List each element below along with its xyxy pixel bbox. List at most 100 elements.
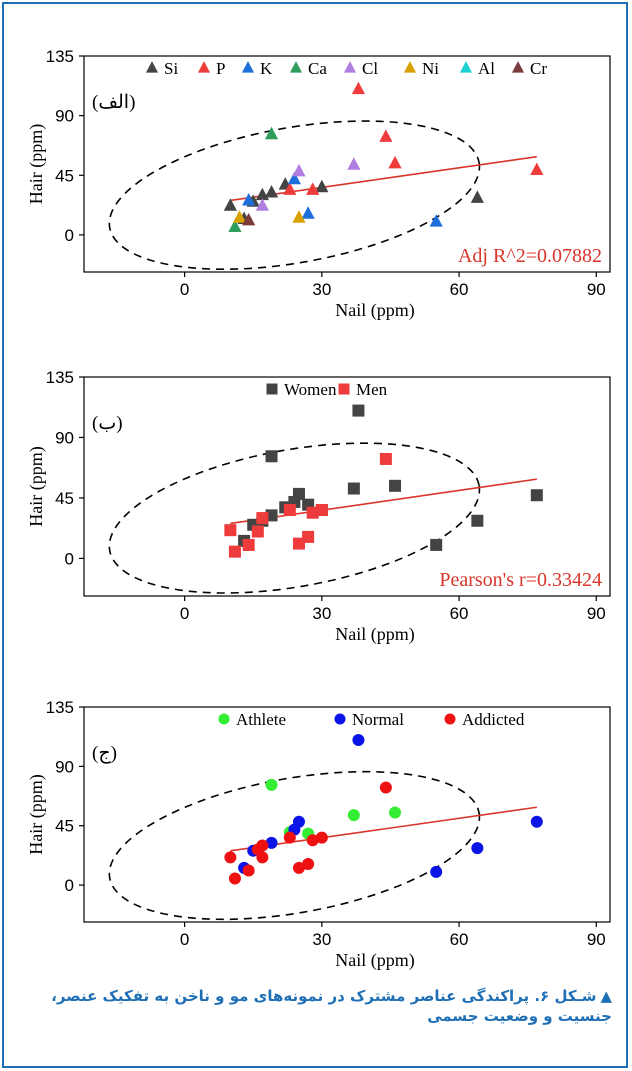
legend-label-cr: Cr bbox=[530, 59, 547, 78]
data-point-men bbox=[224, 524, 237, 537]
data-point-men bbox=[292, 537, 305, 550]
legend-label-al: Al bbox=[478, 59, 495, 78]
data-point-k bbox=[287, 171, 301, 185]
figure-caption: ▲شـکل ۶. پراکندگی عناصر مشترک در نمونه‌ه… bbox=[20, 986, 612, 1026]
data-point-normal bbox=[265, 836, 278, 849]
x-tick-label: 30 bbox=[312, 604, 331, 623]
data-point-women bbox=[430, 538, 443, 551]
chart-gender: 0 30 60 90 0 45 90 135 Nail (ppm) Hair (ppm) Women… bbox=[26, 368, 611, 645]
legend-marker-si bbox=[145, 61, 159, 73]
legend-label-k: K bbox=[260, 59, 273, 78]
y-tick-label: 135 bbox=[46, 368, 74, 387]
caption-marker-icon: ▲ bbox=[600, 987, 612, 1005]
y-tick-label: 45 bbox=[55, 166, 74, 185]
x-tick-label: 90 bbox=[587, 604, 606, 623]
legend-marker-ca bbox=[289, 61, 303, 73]
caption-text: شـکل ۶. پراکندگی عناصر مشترک در نمونه‌ها… bbox=[51, 987, 612, 1025]
data-point-women bbox=[292, 487, 305, 500]
y-axis-label: Hair (ppm) bbox=[26, 124, 47, 204]
legend-marker-k bbox=[241, 61, 255, 73]
data-point-men bbox=[302, 530, 315, 543]
stat-annotation: Adj R^2=0.07882 bbox=[458, 245, 602, 267]
data-point-women bbox=[530, 489, 543, 502]
x-axis-label: Nail (ppm) bbox=[335, 624, 414, 645]
panel-label: (الف) bbox=[92, 92, 135, 113]
data-point-p bbox=[351, 81, 366, 95]
legend-label-ni: Ni bbox=[422, 59, 439, 78]
data-point-women bbox=[389, 479, 402, 492]
legend-marker-cr bbox=[511, 61, 525, 73]
data-point-cl bbox=[255, 198, 269, 211]
x-tick-label: 0 bbox=[180, 930, 189, 949]
data-point-men bbox=[283, 504, 296, 517]
y-axis-label: Hair (ppm) bbox=[26, 774, 47, 854]
x-tick-label: 30 bbox=[312, 930, 331, 949]
data-point-addicted bbox=[283, 831, 296, 844]
fit-line bbox=[230, 806, 537, 852]
data-point-addicted bbox=[256, 839, 269, 852]
y-tick-label: 135 bbox=[46, 47, 74, 66]
legend-marker-athlete bbox=[218, 713, 230, 725]
data-point-p bbox=[388, 155, 402, 169]
data-point-addicted bbox=[242, 864, 255, 877]
data-point-addicted bbox=[315, 831, 328, 844]
fit-line bbox=[230, 478, 537, 525]
legend-marker-normal bbox=[334, 713, 346, 725]
data-point-addicted bbox=[306, 834, 319, 847]
legend-label-men: Men bbox=[356, 380, 388, 399]
confidence-ellipse bbox=[108, 120, 481, 271]
chart-condition: 0 30 60 90 0 45 90 135 Nail (ppm) Hair (ppm) Athle… bbox=[26, 698, 611, 971]
y-tick-label: 135 bbox=[46, 698, 74, 717]
y-axis-label: Hair (ppm) bbox=[26, 446, 47, 526]
data-point-normal bbox=[292, 815, 305, 828]
y-tick-label: 0 bbox=[65, 549, 74, 568]
data-point-men bbox=[256, 512, 269, 525]
data-point-si bbox=[223, 198, 237, 211]
data-point-k bbox=[242, 193, 256, 206]
confidence-ellipse bbox=[108, 442, 481, 594]
y-tick-label: 90 bbox=[55, 107, 74, 126]
x-tick-label: 60 bbox=[450, 930, 469, 949]
legend-label-normal: Normal bbox=[352, 710, 404, 729]
legend-marker-men bbox=[338, 383, 350, 395]
data-point-cl bbox=[292, 163, 306, 177]
x-tick-label: 30 bbox=[312, 280, 331, 299]
panel-label: (ج) bbox=[92, 743, 117, 764]
data-point-men bbox=[228, 545, 241, 558]
data-point-women bbox=[347, 482, 360, 495]
data-point-k bbox=[429, 214, 443, 227]
legend-marker-al bbox=[459, 61, 473, 73]
data-point-athlete bbox=[265, 778, 278, 791]
x-axis-label: Nail (ppm) bbox=[335, 300, 414, 321]
data-point-normal bbox=[352, 733, 365, 746]
x-tick-label: 90 bbox=[587, 280, 606, 299]
x-tick-label: 0 bbox=[180, 604, 189, 623]
legend-marker-addicted bbox=[444, 713, 456, 725]
data-point-addicted bbox=[379, 781, 392, 794]
plot-area-frame bbox=[83, 376, 611, 597]
legend-label-addicted: Addicted bbox=[462, 710, 525, 729]
data-point-p bbox=[530, 162, 544, 176]
x-tick-label: 0 bbox=[180, 280, 189, 299]
data-point-men bbox=[251, 525, 264, 538]
y-tick-label: 0 bbox=[65, 876, 74, 895]
data-point-ni bbox=[232, 210, 247, 223]
data-point-addicted bbox=[224, 851, 237, 864]
plot-area-frame bbox=[83, 55, 611, 273]
data-point-women bbox=[471, 514, 484, 527]
chart-elements: 0 30 60 90 0 45 90 135 Nail (ppm) Hair (ppm) Si P K C… bbox=[26, 47, 611, 321]
data-point-athlete bbox=[347, 809, 360, 822]
data-point-addicted bbox=[256, 851, 269, 864]
data-point-men bbox=[306, 506, 319, 519]
data-point-women bbox=[265, 450, 278, 463]
data-point-men bbox=[379, 452, 392, 465]
data-point-women bbox=[265, 509, 278, 522]
data-point-si bbox=[470, 190, 484, 203]
plot-area-frame bbox=[83, 706, 611, 923]
data-point-cl bbox=[347, 157, 361, 170]
data-point-men bbox=[315, 504, 328, 517]
data-point-addicted bbox=[292, 861, 305, 874]
y-tick-label: 90 bbox=[55, 428, 74, 447]
x-tick-label: 60 bbox=[450, 280, 469, 299]
